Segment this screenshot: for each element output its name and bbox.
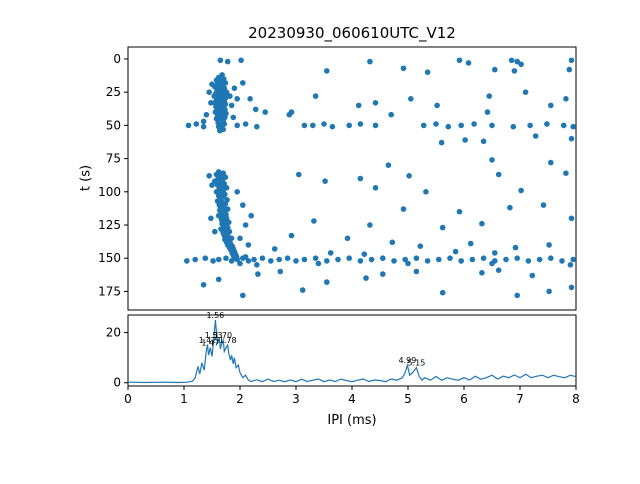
peak-annotation: 1.53 [205, 331, 223, 340]
x-tick-label: 4 [348, 392, 356, 406]
peak-annotation: 4.99 [399, 356, 417, 365]
y-tick-label: 50 [106, 118, 121, 132]
figure-title: 20230930_060610UTC_V12 [248, 24, 456, 42]
peak-annotation: 1.70 [214, 331, 232, 340]
peak-annotation: 5.15 [407, 359, 425, 368]
peak-annotation: 1.42 [199, 336, 217, 345]
x-tick-label: 5 [404, 392, 412, 406]
y-tick-label: 0 [113, 376, 121, 390]
scatter-points [184, 57, 576, 299]
y-tick-label: 0 [113, 52, 121, 66]
x-tick-label: 7 [516, 392, 524, 406]
peak-annotation: 1.56 [206, 311, 224, 320]
x-tick-label: 3 [292, 392, 300, 406]
y-tick-label: 20 [106, 326, 121, 340]
ipi-histogram: 0 20 0 1 2 3 4 5 6 7 8 1.56 1.421.471.531.701.78 4.99… [106, 311, 580, 406]
y-tick-label: 125 [98, 218, 121, 232]
peak-annotation: 1.78 [219, 336, 237, 345]
ipi-vs-time-scatter: 0 25 50 75 100 125 150 175 [98, 46, 577, 311]
y-tick-label: 100 [98, 185, 121, 199]
histogram-line [127, 319, 577, 384]
y-tick-label: 150 [98, 251, 121, 265]
axes-frame [127, 46, 577, 311]
x-tick-label: 8 [572, 392, 580, 406]
y-tick-label: 175 [98, 284, 121, 298]
peak-annotation: 1.47 [201, 339, 219, 348]
y-axis-label: t (s) [78, 164, 94, 192]
y-tick-label: 25 [106, 85, 121, 99]
x-tick-label: 0 [124, 392, 132, 406]
x-tick-label: 6 [460, 392, 468, 406]
y-tick-label: 75 [106, 152, 121, 166]
x-axis-label: IPI (ms) [327, 413, 377, 428]
x-tick-label: 1 [180, 392, 188, 406]
x-tick-label: 2 [236, 392, 244, 406]
